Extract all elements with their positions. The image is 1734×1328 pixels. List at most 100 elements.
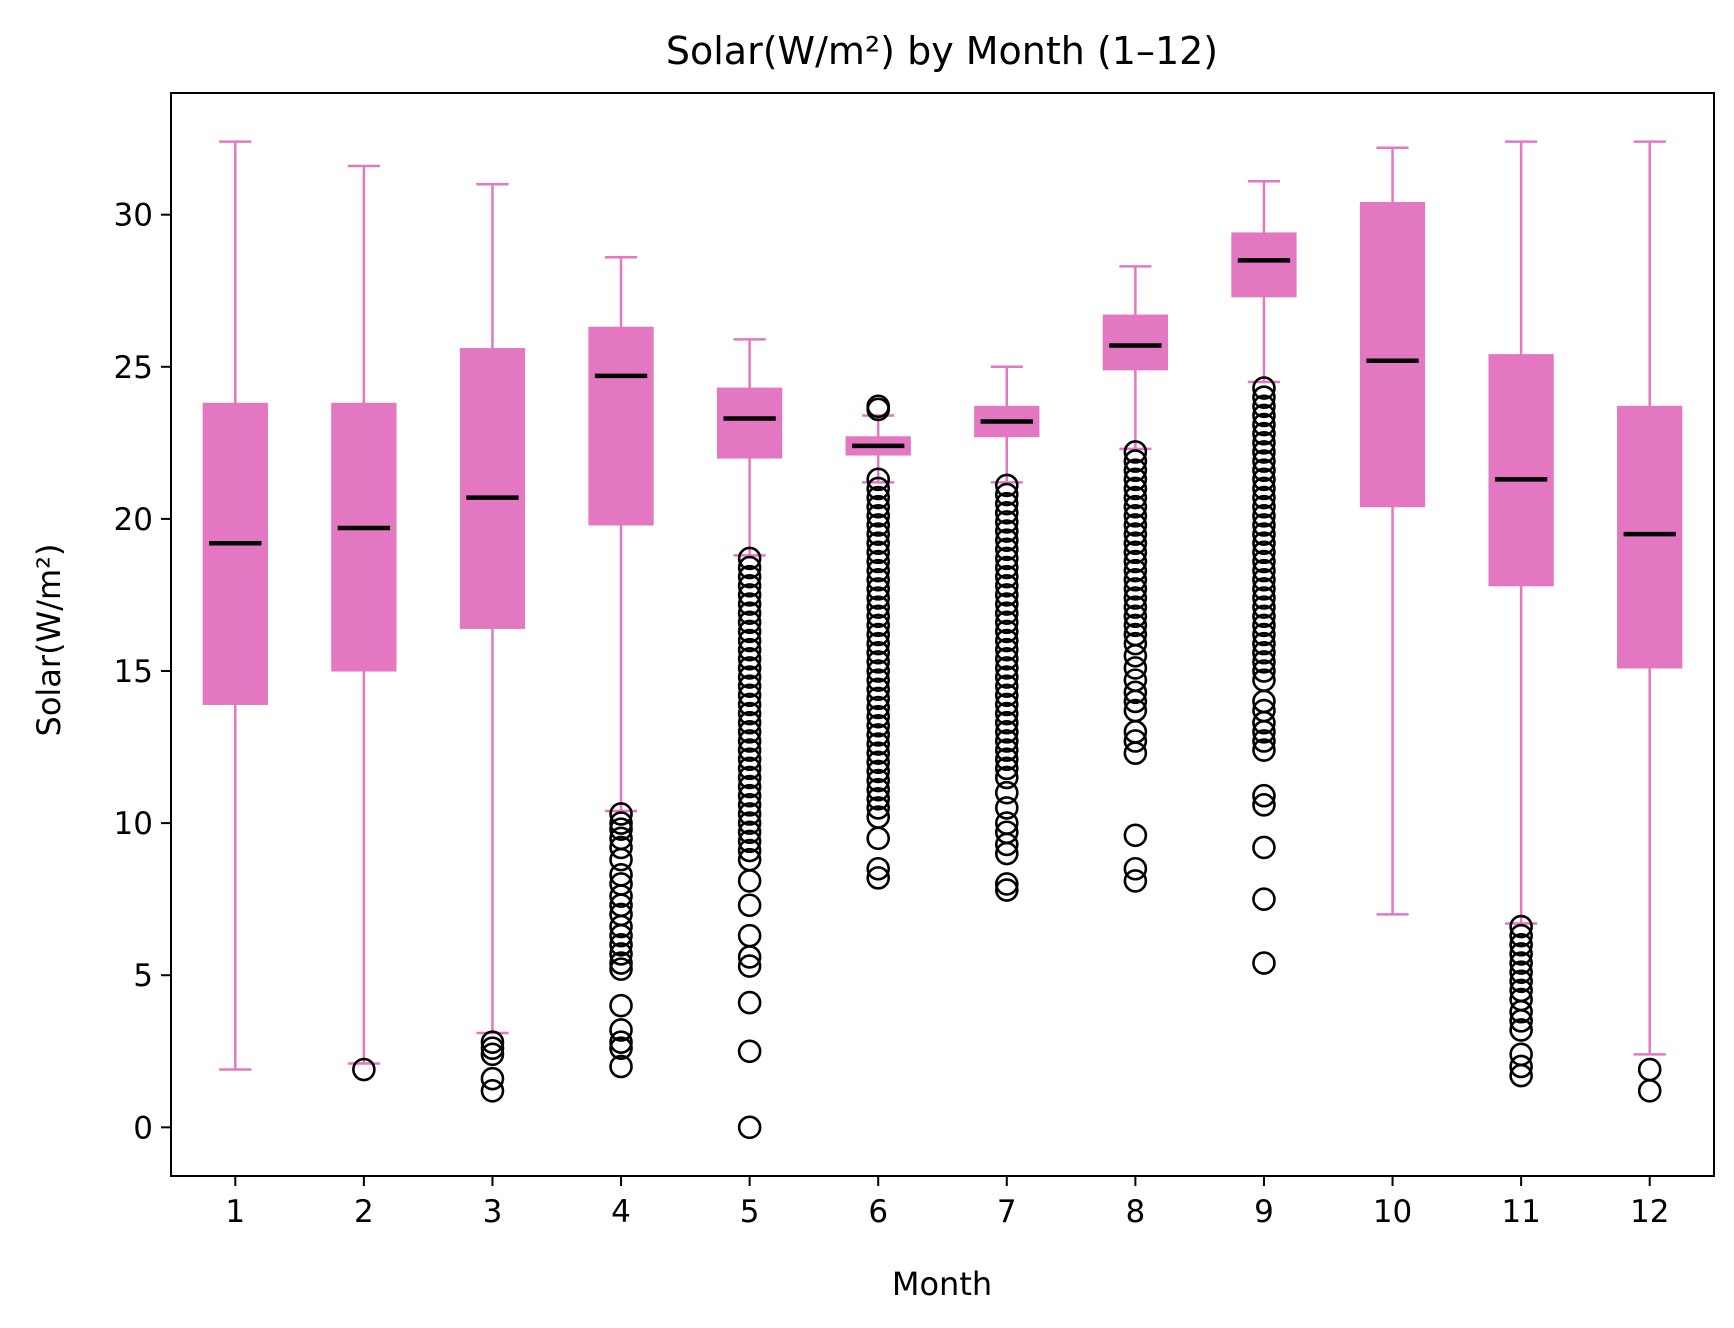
outlier-point [609,993,633,1018]
outlier-point [1123,494,1148,519]
outlier-point [1252,604,1276,629]
outlier-point [737,756,762,781]
outlier-point [609,923,633,948]
outlier-point [994,647,1019,671]
outlier-point [737,820,762,845]
outlier-point [1123,440,1148,464]
outlier-point [1252,729,1276,753]
outlier-point [866,777,891,802]
outlier-point [737,829,762,854]
outlier-point [1509,951,1533,975]
outlier-point [737,546,762,571]
outlier-point [866,577,891,601]
outlier-point [994,637,1019,662]
outlier-point [1252,567,1276,592]
outlier-point [866,522,891,546]
outlier-point [737,656,762,680]
outlier-point [737,765,762,790]
outlier-point [994,832,1019,857]
outlier-point [737,720,762,744]
box-month-7 [974,365,1040,902]
outlier-point [480,1030,505,1054]
box-month-10 [1359,146,1426,916]
outlier-point [866,558,891,583]
outlier-point [866,531,891,556]
outlier-point [1123,504,1148,528]
outlier-point [1123,567,1148,592]
chart-title: Solar(W/m²) by Month (1–12) [666,29,1218,73]
outlier-point [994,501,1019,525]
outlier-point [1252,793,1276,817]
outlier-point [866,567,891,592]
outlier-point [737,793,762,817]
outlier-point [1252,513,1276,537]
outlier-point [1252,738,1276,762]
outlier-point [1509,1063,1533,1088]
outlier-point [1252,376,1276,400]
outlier-point [1252,835,1276,860]
outlier-point [1123,513,1148,537]
outlier-point [737,647,762,671]
outlier-point [1252,558,1276,583]
outlier-point [866,586,891,610]
x-tick-label: 8 [1126,1194,1146,1230]
outlier-point [994,574,1019,598]
x-tick-label: 11 [1501,1194,1540,1230]
outlier-point [866,540,891,565]
outlier-point [1123,586,1148,610]
outlier-point [866,613,891,638]
outlier-point [1509,942,1533,966]
outlier-point [1252,449,1276,473]
outlier-point [994,519,1019,543]
box-month-4 [588,256,654,1079]
outlier-point [737,869,762,893]
outlier-point [866,732,891,756]
x-tick-label: 6 [868,1194,888,1230]
outlier-point [609,802,633,826]
outlier-point [994,841,1019,866]
outlier-point [609,951,633,975]
outlier-point [737,954,762,978]
x-tick-label: 3 [483,1194,503,1230]
outlier-point [609,835,633,860]
outlier-point [609,811,633,835]
outlier-point [609,932,633,957]
outlier-point [1123,631,1148,656]
outlier-point [737,628,762,653]
outlier-point [866,513,891,537]
outlier-point [994,546,1019,571]
outlier-point [1123,856,1148,881]
outlier-point [994,601,1019,626]
outlier-point [737,990,762,1015]
outlier-point [737,783,762,808]
outlier-point [1509,914,1533,939]
outlier-point [1509,923,1533,948]
outlier-point [737,564,762,589]
outlier-point [1252,385,1276,410]
outlier-point [737,555,762,580]
box-body [1488,354,1554,587]
outlier-point [866,750,891,775]
outlier-point [866,826,891,851]
outlier-point [866,866,891,890]
outlier-point [1252,650,1276,674]
x-tick-label: 9 [1254,1194,1274,1230]
outlier-point [866,650,891,674]
outlier-point [737,601,762,626]
outlier-point [1252,540,1276,565]
outlier-point [994,510,1019,534]
outlier-point [866,504,891,528]
outlier-point [1123,604,1148,629]
outlier-point [1509,1009,1533,1033]
x-axis-label: Month [892,1265,992,1303]
outlier-point [866,494,891,519]
outlier-point [737,619,762,644]
outlier-point [866,713,891,738]
outlier-point [737,747,762,772]
box-body [716,387,783,459]
outlier-point [866,695,891,720]
outlier-point [866,786,891,811]
outlier-point [1252,613,1276,638]
outlier-point [994,656,1019,680]
